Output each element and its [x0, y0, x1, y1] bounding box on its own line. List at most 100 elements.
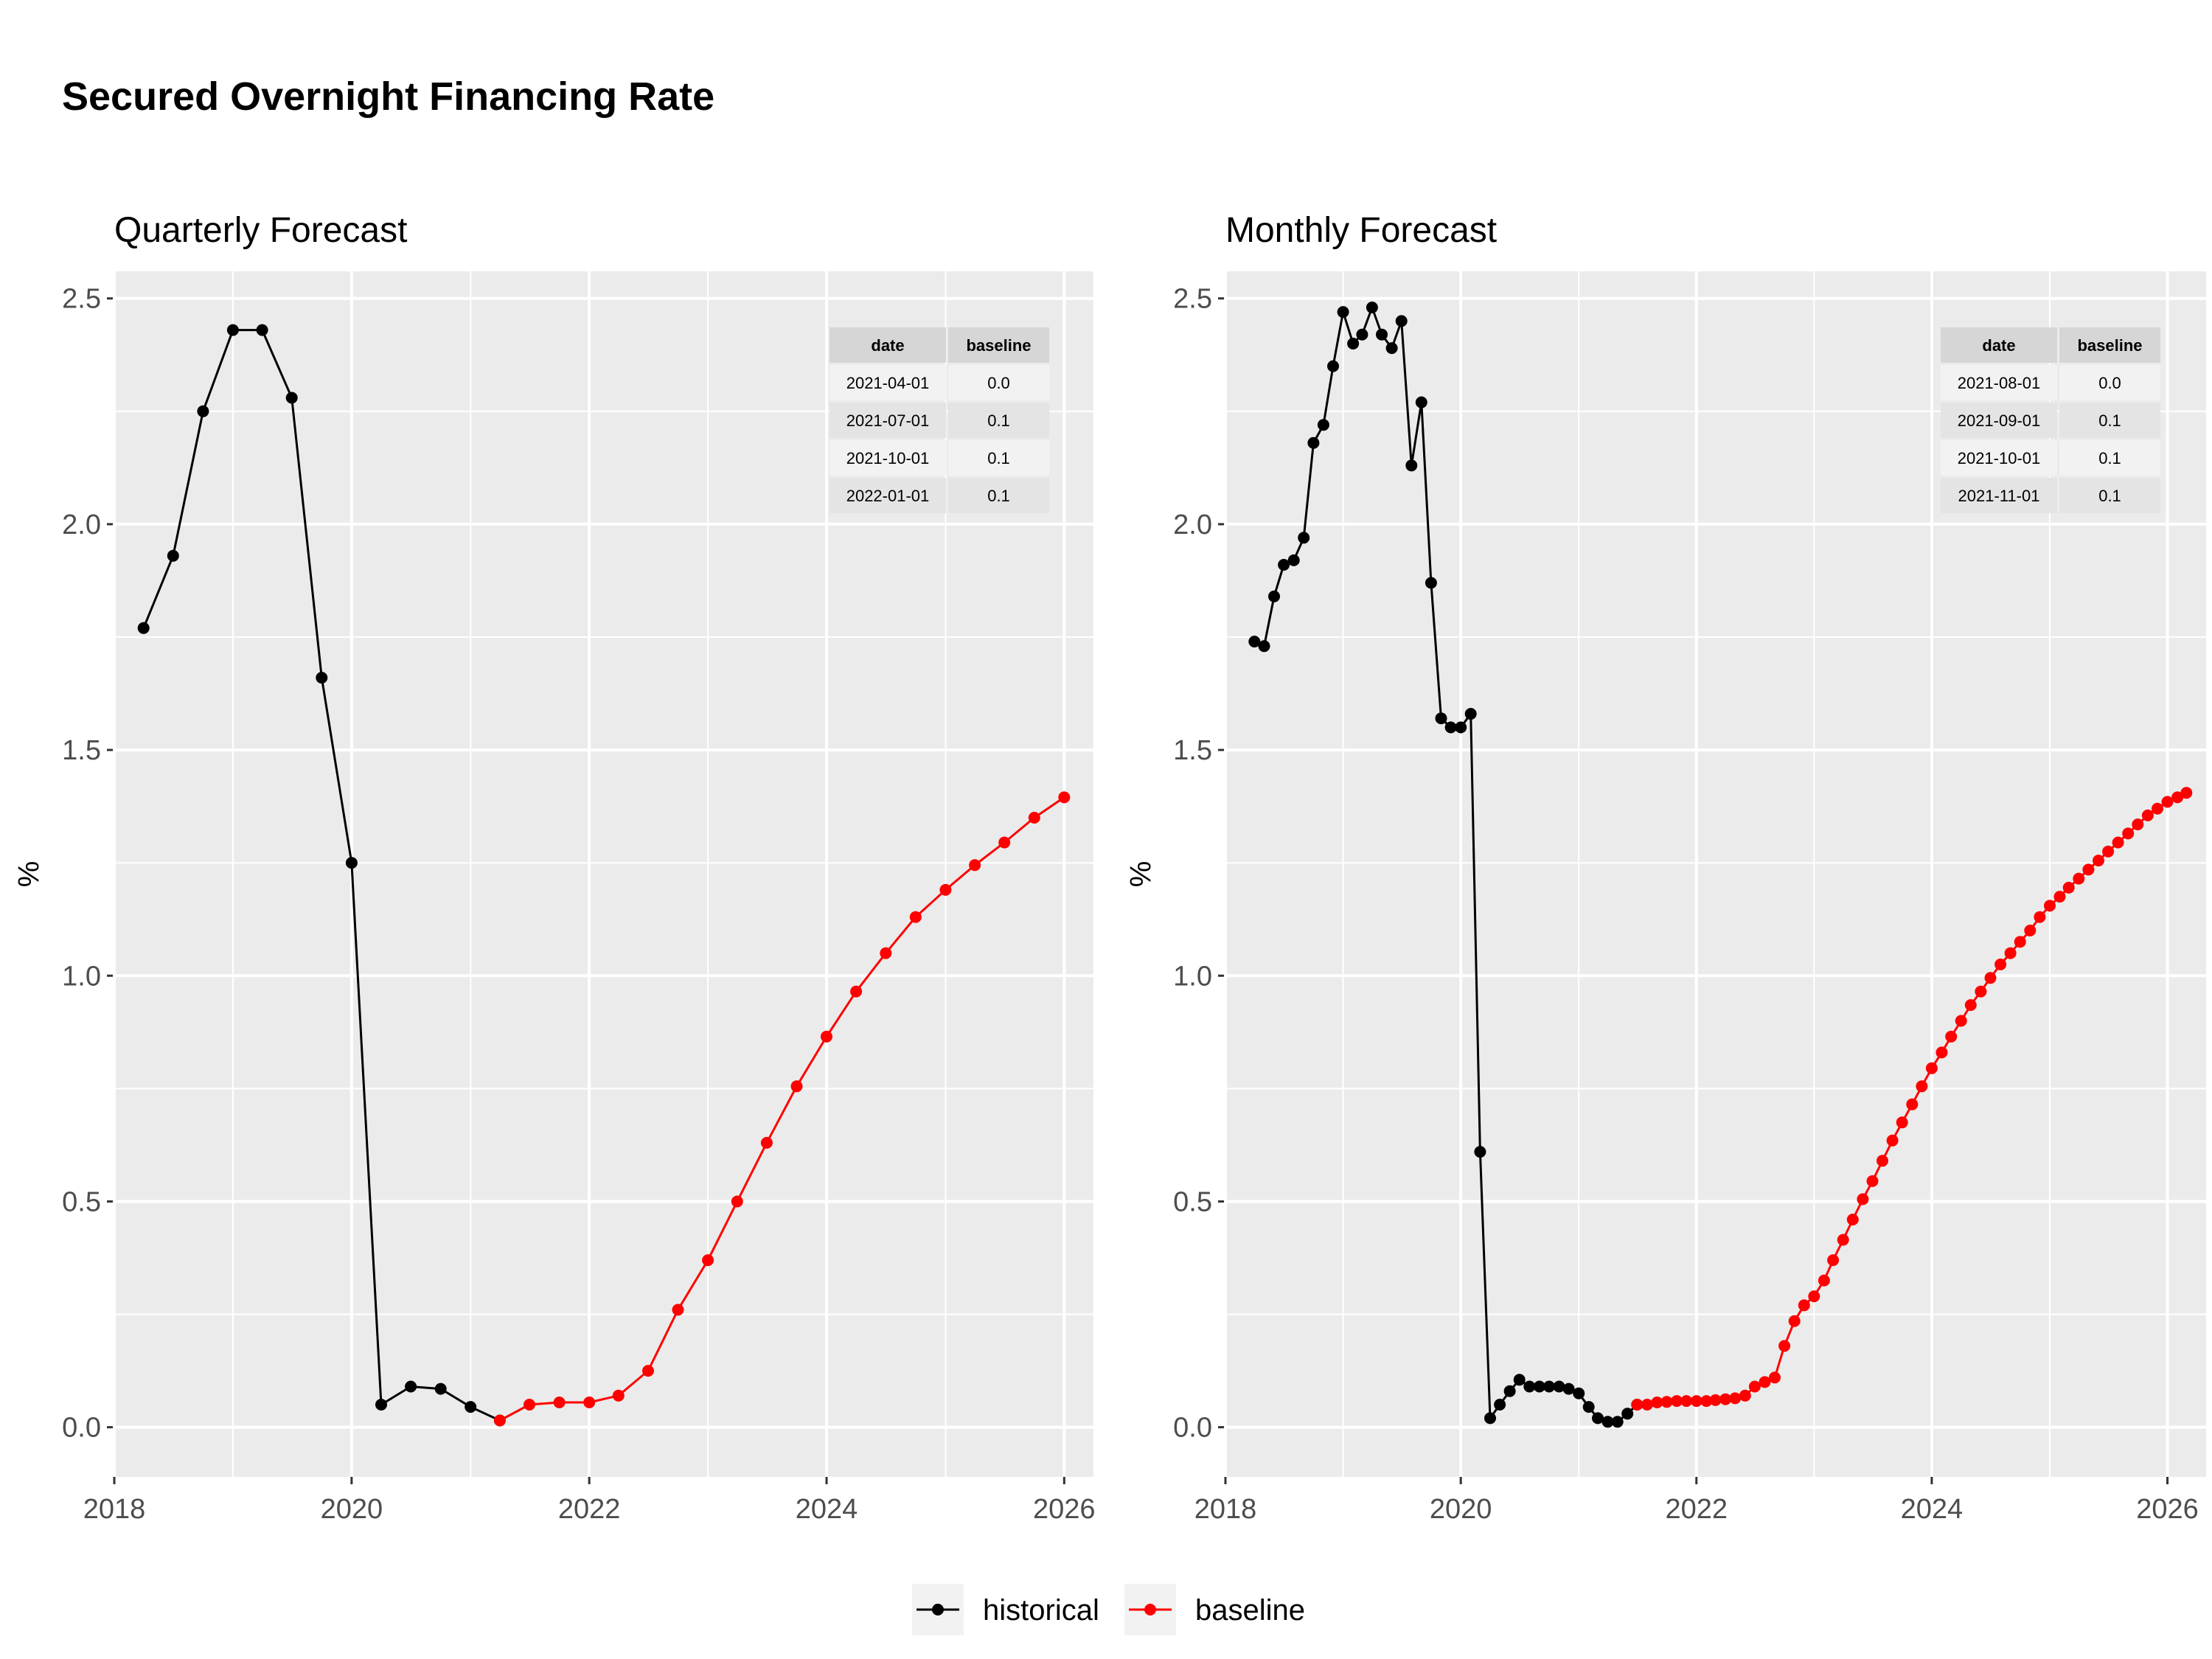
data-point-baseline: [821, 1030, 832, 1043]
data-point-historical: [1562, 1382, 1575, 1395]
y-tick-label: 2.5: [62, 284, 101, 315]
data-point-baseline: [1058, 791, 1071, 804]
data-point-historical: [1543, 1380, 1555, 1393]
data-point-historical: [1611, 1416, 1624, 1428]
data-point-historical: [1327, 360, 1339, 372]
data-point-historical: [1513, 1374, 1526, 1386]
data-point-historical: [1503, 1385, 1516, 1397]
data-point-historical: [1435, 712, 1447, 725]
table-cell-value: 2021-10-01: [1958, 449, 2041, 467]
table-cell: [2059, 440, 2160, 476]
data-point-baseline: [969, 859, 981, 872]
data-point-baseline: [1769, 1371, 1781, 1384]
data-point-historical: [1395, 315, 1408, 327]
data-point-historical: [1376, 328, 1388, 341]
data-point-baseline: [2093, 855, 2104, 867]
data-point-baseline: [1729, 1392, 1742, 1405]
x-tick-label: 2024: [796, 1494, 858, 1525]
data-point-historical: [1533, 1380, 1545, 1393]
data-point-baseline: [1631, 1399, 1644, 1411]
data-point-baseline: [1651, 1397, 1663, 1408]
data-point-historical: [1317, 419, 1329, 431]
table-cell-value: 2021-07-01: [846, 411, 930, 430]
data-point-baseline: [1955, 1015, 1967, 1027]
table-cell: [948, 440, 1049, 476]
data-point-baseline: [2073, 872, 2085, 885]
x-tick-label: 2026: [2136, 1494, 2199, 1525]
y-tick-label: 0.0: [62, 1413, 101, 1444]
plot-background: [1225, 271, 2206, 1477]
data-point-historical: [167, 549, 179, 562]
table-cell: [830, 440, 946, 476]
table-cell: [1941, 440, 2057, 476]
data-point-baseline: [790, 1080, 803, 1093]
data-point-historical: [1278, 559, 1290, 571]
table-cell: [2059, 478, 2160, 513]
table-cell-value: 2022-01-01: [846, 487, 930, 505]
table-cell: [2059, 403, 2160, 438]
data-point-baseline: [1700, 1395, 1713, 1408]
data-point-baseline: [1925, 1062, 1938, 1074]
data-point-historical: [1248, 636, 1261, 648]
data-point-baseline: [1660, 1396, 1673, 1408]
x-tick-label: 2024: [1901, 1494, 1964, 1525]
data-point-historical: [1385, 342, 1398, 355]
y-tick-label: 0.0: [1173, 1413, 1212, 1444]
data-point-baseline: [1671, 1395, 1683, 1408]
data-point-historical: [316, 672, 328, 684]
data-point-baseline: [2053, 891, 2066, 903]
data-point-baseline: [850, 985, 863, 998]
table-cell-value: 2021-08-01: [1958, 374, 2041, 392]
table-cell-value: 0.1: [2098, 487, 2121, 505]
table-header-cell: [830, 327, 946, 363]
data-point-baseline: [731, 1195, 743, 1208]
x-tick-label: 2026: [1033, 1494, 1096, 1525]
data-point-baseline: [1028, 812, 1040, 824]
data-point-baseline: [1788, 1315, 1801, 1327]
data-point-historical: [1415, 396, 1427, 408]
data-point-historical: [405, 1380, 417, 1393]
table-cell-value: 0.1: [2098, 411, 2121, 430]
data-point-historical: [197, 405, 209, 417]
data-point-baseline: [1857, 1193, 1869, 1206]
data-point-historical: [1287, 554, 1300, 566]
table-cell-value: 0.1: [987, 411, 1010, 430]
data-point-historical: [285, 392, 298, 404]
data-point-historical: [1494, 1399, 1506, 1411]
chart-panel-1: 0.0 0.5 1.0 1.5 2.0 2.5 2018 2020 2022 2024 2026% d…: [1125, 271, 2206, 1525]
data-point-baseline: [1896, 1116, 1908, 1129]
y-tick-label: 1.5: [62, 735, 101, 766]
table-cell-value: 0.1: [2098, 449, 2121, 467]
x-tick-label: 2022: [558, 1494, 621, 1525]
table-header-cell: [948, 327, 1049, 363]
data-point-baseline: [1916, 1080, 1928, 1093]
data-point-baseline: [2132, 818, 2144, 831]
data-point-baseline: [909, 911, 922, 923]
data-point-baseline: [2004, 947, 2017, 959]
table-cell-value: 2021-11-01: [1958, 487, 2040, 505]
data-point-historical: [465, 1401, 477, 1413]
data-point-historical: [1425, 577, 1437, 589]
y-tick-label: 1.5: [1173, 735, 1212, 766]
data-point-baseline: [2082, 863, 2095, 876]
x-tick-label: 2020: [1430, 1494, 1492, 1525]
table-header-baseline: baseline: [2077, 336, 2142, 355]
figure-title: Secured Overnight Financing Rate: [62, 74, 715, 119]
table-cell: [830, 478, 946, 513]
y-tick-label: 2.0: [62, 509, 101, 540]
table-cell-value: 0.1: [987, 487, 1010, 505]
data-point-baseline: [2062, 881, 2075, 894]
data-point-historical: [1464, 708, 1477, 720]
table-cell-value: 0.0: [2098, 374, 2121, 392]
data-point-baseline: [2180, 787, 2193, 799]
data-point-baseline: [1964, 999, 1977, 1012]
data-point-baseline: [1798, 1299, 1810, 1312]
legend: historical baseline: [912, 1584, 1305, 1635]
data-point-baseline: [2024, 925, 2037, 936]
data-point-baseline: [2152, 802, 2163, 815]
data-point-baseline: [1808, 1290, 1820, 1303]
y-tick-label: 0.5: [62, 1186, 101, 1217]
data-point-baseline: [998, 836, 1011, 849]
legend-key-point-historical: [932, 1604, 944, 1615]
